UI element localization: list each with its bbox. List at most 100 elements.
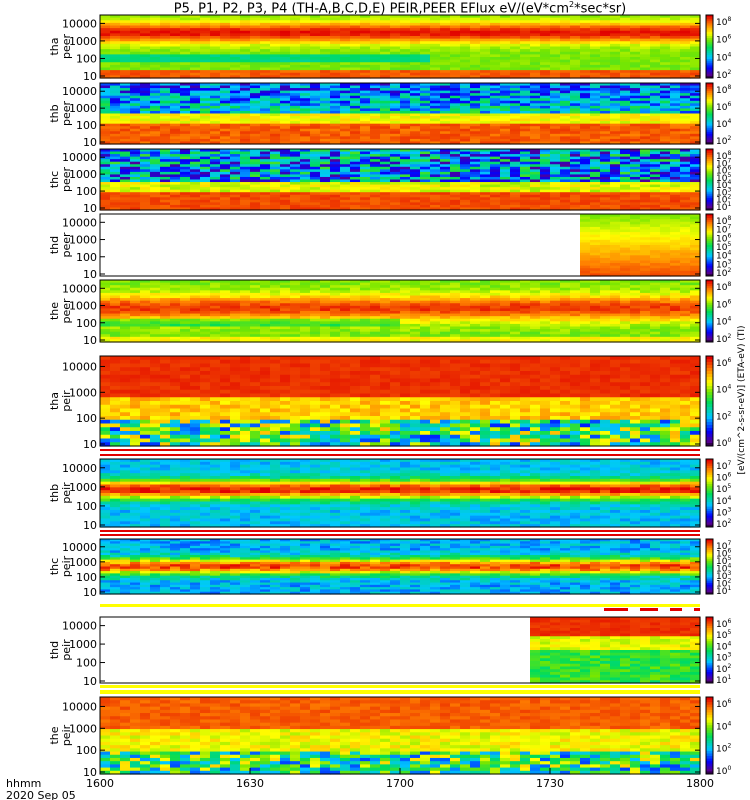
heatmap-cell [150,51,161,55]
heatmap-cell [410,33,421,37]
heatmap-cell [330,54,341,58]
heatmap-cell [160,22,171,27]
heatmap-cell [420,72,431,76]
heatmap-cell [280,103,291,107]
heatmap-cell [500,30,511,34]
heatmap-cell [290,38,301,42]
heatmap-cell [110,54,121,58]
heatmap-cell [300,93,311,97]
heatmap-cell [100,22,111,27]
heatmap-cell [230,141,241,145]
heatmap-cell [180,138,191,143]
heatmap-cell [100,43,111,48]
heatmap-cell [580,51,591,55]
heatmap-cell [190,17,201,21]
heatmap-cell [620,51,631,55]
heatmap-cell [450,72,461,76]
heatmap-cell [600,49,611,53]
heatmap-cells [100,15,701,79]
heatmap-cell [620,28,631,32]
heatmap-cell [550,57,561,61]
heatmap-cell [250,15,261,19]
heatmap-cell [200,83,211,87]
heatmap-cell [600,36,611,40]
heatmap-cell [620,36,631,40]
heatmap-cell [460,25,471,29]
heatmap-cell [490,38,501,42]
heatmap-cell [130,51,141,55]
heatmap-cell [390,15,401,19]
heatmap-cell [200,41,211,45]
heatmap-cell [160,138,171,143]
heatmap-cell [420,17,431,21]
heatmap-cell [480,20,491,24]
heatmap-cell [550,62,561,66]
heatmap-cell [400,62,411,66]
heatmap-cell [120,113,131,117]
heatmap-cell [370,72,381,76]
heatmap-cell [420,57,431,61]
heatmap-cell [450,49,461,53]
heatmap-cell [360,62,371,66]
heatmap-cell [640,57,651,61]
heatmap-cell [230,43,241,48]
heatmap-cell [210,41,221,45]
heatmap-cell [330,20,341,24]
heatmap-cell [270,95,281,99]
heatmap-cell [620,54,631,58]
heatmap-cell [280,138,291,143]
heatmap-cell [400,30,411,34]
colorbar-step [706,61,713,64]
heatmap-cell [170,121,181,125]
heatmap-cell [650,67,661,71]
heatmap-cell [310,72,321,76]
heatmap-cell [210,75,221,79]
heatmap-cell [170,83,181,87]
heatmap-cell [300,54,311,58]
heatmap-cell [170,46,181,50]
heatmap-cell [180,41,191,45]
heatmap-cell [120,28,131,32]
heatmap-cell [380,36,391,40]
heatmap-cell [520,51,531,55]
heatmap-cell [370,67,381,71]
heatmap-cell [150,41,161,45]
heatmap-cell [300,83,311,87]
heatmap-cell [300,49,311,53]
heatmap-cell [250,51,261,55]
heatmap-cell [440,57,451,61]
heatmap-cell [220,41,231,45]
heatmap-cell [310,30,321,34]
heatmap-cell [680,75,691,79]
heatmap-cell [210,36,221,40]
heatmap-cell [190,131,201,135]
heatmap-cell [200,95,211,99]
heatmap-cell [450,43,461,48]
heatmap-cell [460,64,471,69]
heatmap-cell [510,46,521,50]
heatmap-cell [170,75,181,79]
heatmap-cell [640,43,651,48]
heatmap-cell [260,121,271,125]
heatmap-cell [310,49,321,53]
heatmap-cell [150,126,161,130]
heatmap-cell [190,70,201,74]
heatmap-cell [220,105,231,110]
heatmap-cell [400,75,411,79]
heatmap-cell [270,28,281,32]
heatmap-cell [670,57,681,61]
heatmap-cell [110,15,121,19]
heatmap-cell [340,51,351,55]
heatmap-cell [500,49,511,53]
heatmap-cell [540,15,551,19]
heatmap-cell [670,72,681,76]
heatmap-cell [180,121,191,125]
heatmap-cell [640,67,651,71]
heatmap-cell [620,57,631,61]
heatmap-cell [230,93,241,97]
heatmap-cell [220,113,231,117]
heatmap-cell [170,25,181,29]
heatmap-cell [430,72,441,76]
heatmap-cell [510,75,521,79]
